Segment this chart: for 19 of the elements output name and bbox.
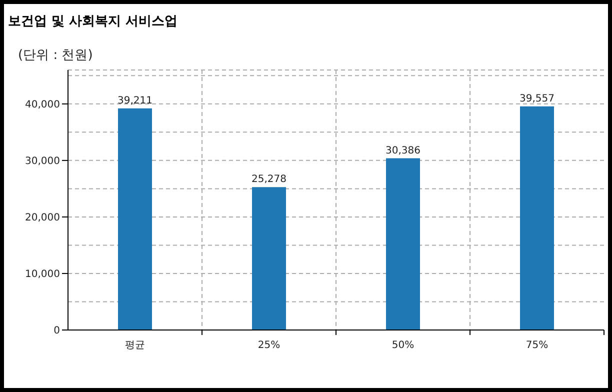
bar	[386, 158, 420, 330]
x-tick-label: 75%	[526, 340, 548, 351]
data-label: 30,386	[386, 145, 420, 156]
data-label: 39,557	[520, 93, 554, 104]
y-tick-label: 30,000	[25, 156, 60, 167]
x-tick-label: 25%	[258, 340, 280, 351]
data-label: 39,211	[118, 95, 152, 106]
y-tick-label: 40,000	[25, 99, 60, 110]
y-tick-label: 10,000	[25, 268, 60, 280]
chart-title: 보건업 및 사회복지 서비스업	[8, 13, 178, 30]
x-tick-label: 50%	[392, 340, 414, 351]
chart-subtitle: (단위 : 천원)	[18, 47, 93, 64]
data-label: 25,278	[252, 174, 286, 186]
bar	[252, 187, 286, 330]
y-tick-label: 0	[54, 326, 60, 336]
y-tick-label: 20,000	[25, 212, 60, 224]
bar	[520, 106, 554, 330]
bar	[118, 108, 152, 330]
x-tick-label: 평균	[125, 340, 145, 351]
